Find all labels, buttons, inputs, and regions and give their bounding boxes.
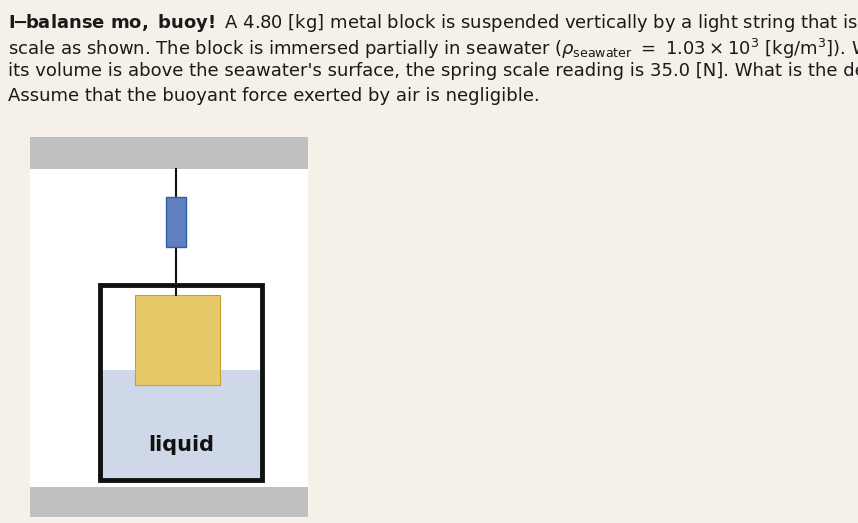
Bar — [100, 285, 262, 480]
Text: Assume that the buoyant force exerted by air is negligible.: Assume that the buoyant force exerted by… — [8, 87, 540, 105]
Text: liquid: liquid — [148, 435, 214, 455]
Text: scale as shown. The block is immersed partially in seawater ($\rho_\mathrm{seawa: scale as shown. The block is immersed pa… — [8, 37, 858, 61]
Bar — [30, 169, 308, 487]
Bar — [100, 285, 262, 480]
Bar — [102, 370, 260, 478]
Text: $\mathbf{I\!\!-\!\!balanse\ mo,\ buoy!}$ A 4.80 [kg] metal block is suspended ve: $\mathbf{I\!\!-\!\!balanse\ mo,\ buoy!}$… — [8, 12, 858, 34]
Bar — [135, 295, 220, 385]
Bar — [30, 487, 308, 517]
Text: its volume is above the seawater's surface, the spring scale reading is 35.0 [N]: its volume is above the seawater's surfa… — [8, 62, 858, 80]
Bar — [30, 137, 308, 169]
Bar — [166, 197, 186, 247]
